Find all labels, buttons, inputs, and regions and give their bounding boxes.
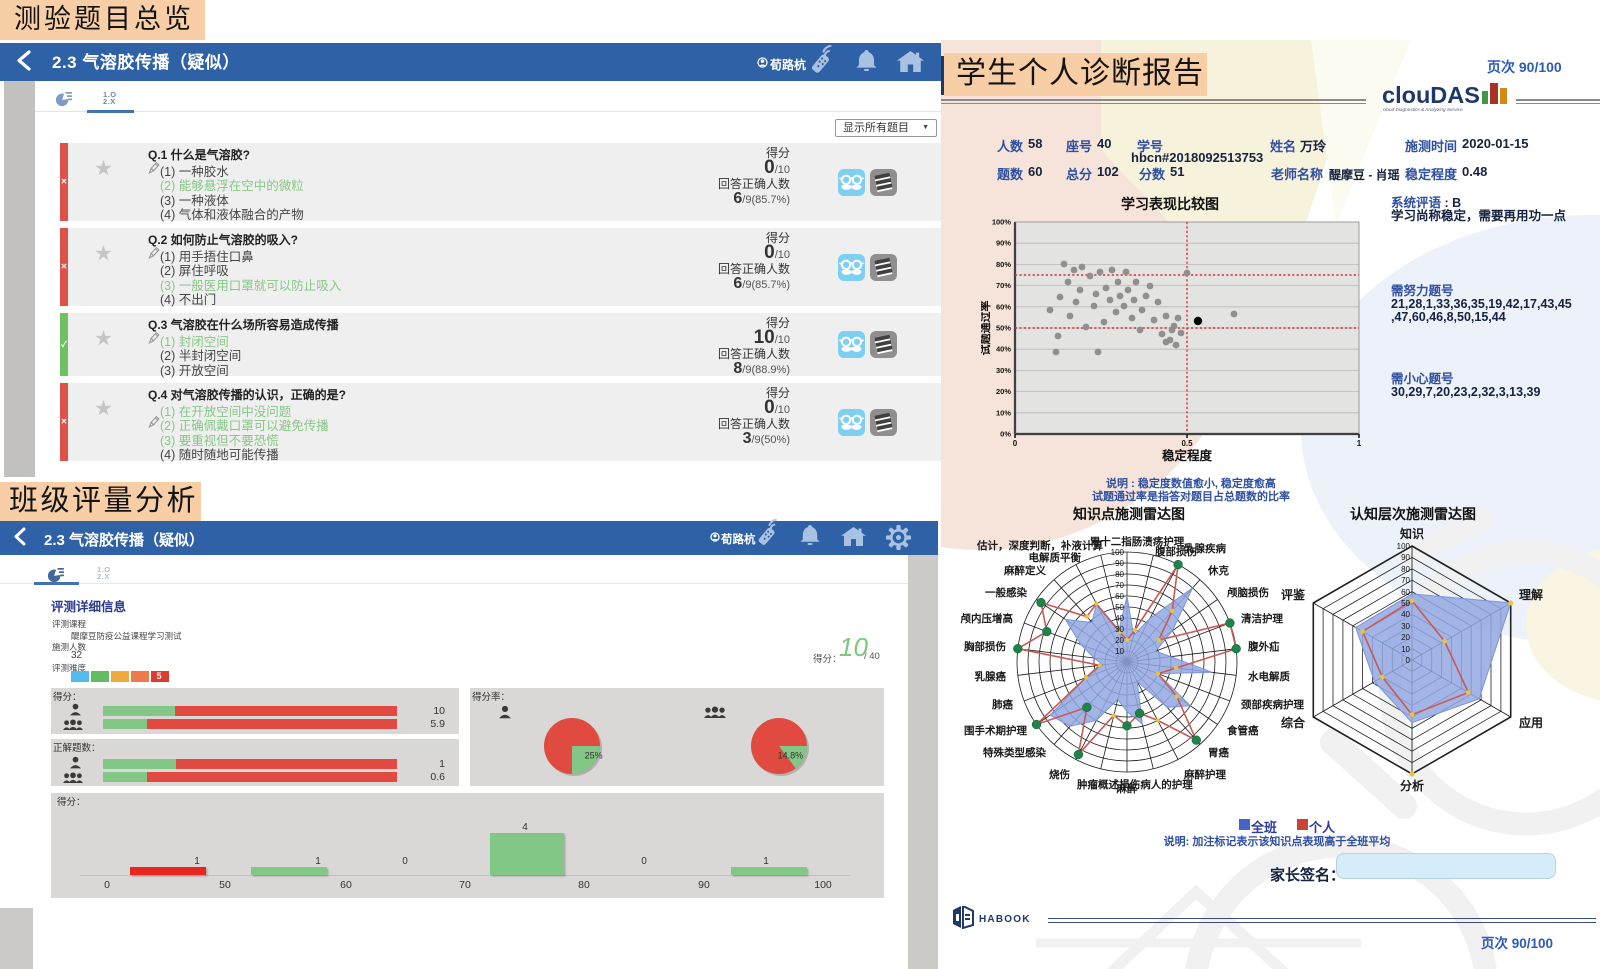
svg-text:肿瘤概述: 肿瘤概述: [1077, 778, 1119, 791]
svg-text:30%: 30%: [996, 366, 1011, 375]
svg-text:40: 40: [1401, 610, 1410, 619]
svg-text:clouDAS: clouDAS: [1382, 82, 1480, 108]
svg-text:麻醉定义: 麻醉定义: [1003, 564, 1046, 577]
svg-text:0%: 0%: [1000, 430, 1011, 439]
svg-text:10%: 10%: [996, 408, 1011, 417]
svg-text:30: 30: [1401, 622, 1410, 631]
svg-text:100%: 100%: [992, 218, 1012, 227]
svg-text:70: 70: [1115, 581, 1124, 590]
svg-text:一般感染: 一般感染: [985, 586, 1027, 599]
svg-text:100: 100: [1111, 548, 1125, 557]
svg-text:25%: 25%: [585, 751, 603, 761]
svg-text:烧伤: 烧伤: [1049, 768, 1070, 781]
svg-text:90: 90: [1401, 553, 1410, 562]
svg-text:颈部疾病护理: 颈部疾病护理: [1240, 698, 1304, 711]
svg-text:14.8%: 14.8%: [778, 751, 804, 761]
svg-text:理解: 理解: [1519, 587, 1543, 602]
svg-text:试题通过率: 试题通过率: [981, 301, 992, 356]
svg-text:80: 80: [1115, 570, 1124, 579]
svg-text:乳腺癌: 乳腺癌: [975, 670, 1007, 683]
svg-text:综合: 综合: [1281, 715, 1306, 730]
svg-text:应用: 应用: [1519, 715, 1543, 730]
svg-text:麻醉: 麻醉: [1116, 782, 1139, 795]
svg-text:30: 30: [1115, 625, 1124, 634]
svg-text:cloud Diagnostics & Analyzing: cloud Diagnostics & Analyzing Service: [1383, 107, 1463, 112]
svg-text:腹部损伤: 腹部损伤: [1155, 545, 1197, 558]
svg-text:10: 10: [1401, 645, 1410, 654]
svg-text:100: 100: [1397, 542, 1411, 551]
svg-text:食管癌: 食管癌: [1226, 724, 1259, 737]
svg-text:90: 90: [1115, 559, 1124, 568]
svg-text:20%: 20%: [996, 387, 1011, 396]
svg-text:肺癌: 肺癌: [992, 698, 1013, 711]
svg-text:分析: 分析: [1400, 778, 1424, 793]
svg-text:80: 80: [1401, 565, 1410, 574]
svg-text:水电解质: 水电解质: [1247, 670, 1290, 683]
svg-text:70: 70: [1401, 576, 1410, 585]
svg-text:稳定程度: 稳定程度: [1162, 448, 1213, 463]
svg-text:颅脑损伤: 颅脑损伤: [1227, 586, 1269, 599]
svg-text:1: 1: [1357, 439, 1362, 448]
svg-text:50%: 50%: [996, 324, 1011, 333]
svg-text:腹外疝: 腹外疝: [1248, 640, 1280, 653]
svg-text:50: 50: [1115, 603, 1124, 612]
svg-text:0: 0: [1406, 656, 1411, 665]
svg-text:20: 20: [1401, 633, 1410, 642]
svg-text:乳腺疾病: 乳腺疾病: [1184, 542, 1226, 555]
svg-text:0.5: 0.5: [1181, 439, 1193, 448]
svg-text:60: 60: [1115, 592, 1124, 601]
svg-text:50: 50: [1401, 599, 1410, 608]
svg-text:颅内压增高: 颅内压增高: [961, 612, 1014, 625]
svg-text:40%: 40%: [996, 345, 1011, 354]
svg-text:90%: 90%: [996, 239, 1011, 248]
svg-text:胃癌: 胃癌: [1208, 746, 1230, 759]
svg-text:80%: 80%: [996, 260, 1011, 269]
svg-text:特殊类型感染: 特殊类型感染: [983, 746, 1046, 759]
svg-text:0: 0: [1013, 439, 1018, 448]
svg-text:40: 40: [1115, 614, 1124, 623]
svg-text:损伤病人的护理: 损伤病人的护理: [1119, 778, 1193, 791]
svg-text:麻醉护理: 麻醉护理: [1183, 768, 1226, 781]
svg-text:70%: 70%: [996, 281, 1011, 290]
svg-text:休克: 休克: [1207, 564, 1230, 577]
svg-text:60%: 60%: [996, 302, 1011, 311]
svg-text:60: 60: [1401, 588, 1410, 597]
svg-text:知识: 知识: [1399, 526, 1424, 541]
svg-text:评鉴: 评鉴: [1281, 587, 1306, 602]
svg-text:10: 10: [1115, 647, 1124, 656]
svg-text:胃十二指肠溃疡护理: 胃十二指肠溃疡护理: [1090, 535, 1185, 548]
svg-text:清洁护理: 清洁护理: [1241, 612, 1283, 625]
svg-text:电解质平衡: 电解质平衡: [1029, 551, 1082, 564]
svg-text:胸部损伤: 胸部损伤: [964, 640, 1006, 653]
svg-text:20: 20: [1115, 636, 1124, 645]
svg-text:估计，深度判断，补液计算: 估计，深度判断，补液计算: [976, 539, 1103, 552]
svg-text:围手术期护理: 围手术期护理: [964, 724, 1027, 737]
